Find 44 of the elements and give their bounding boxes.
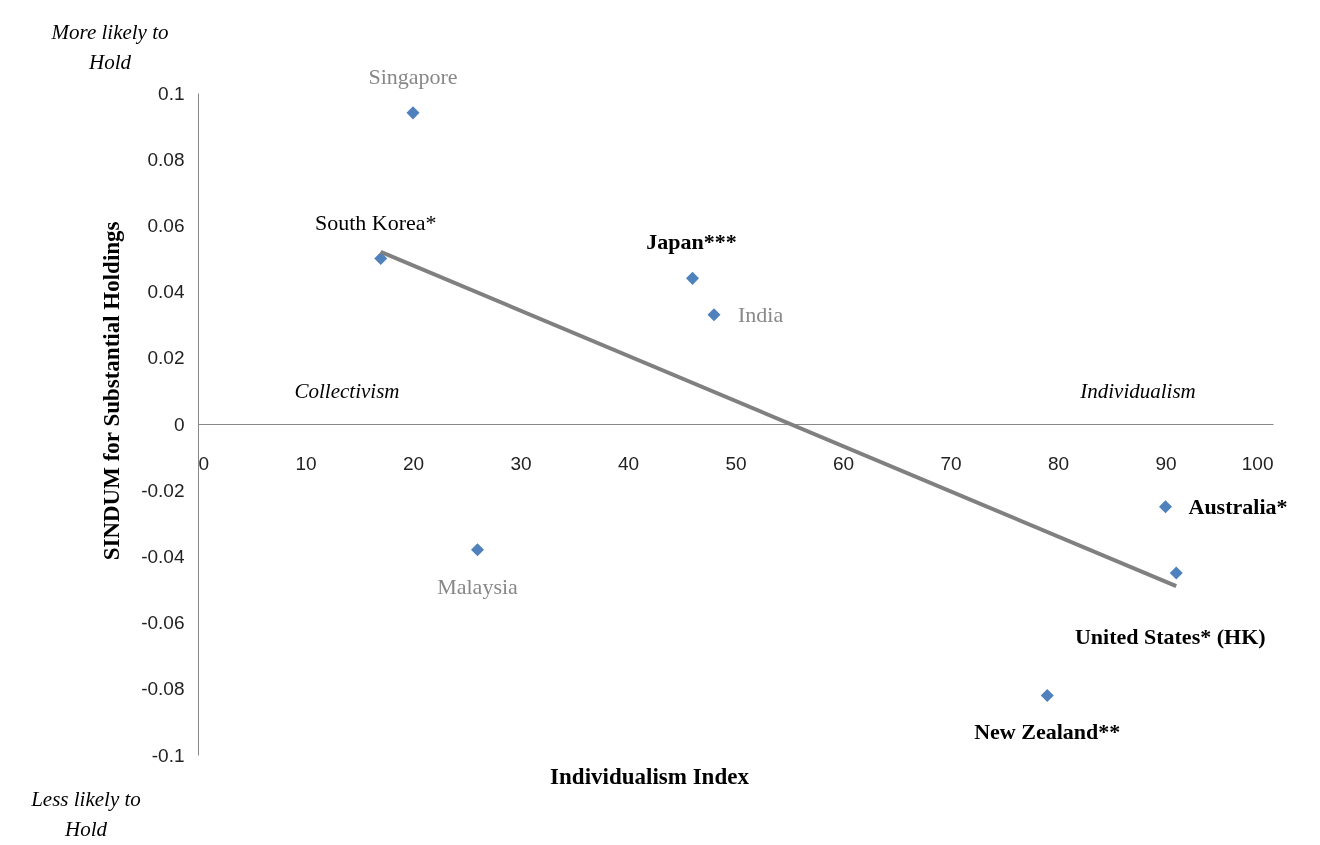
annotation: United States* (HK) [1074, 623, 1266, 649]
y-tick-label: 0.06 [147, 214, 185, 236]
y-axis-title: SINDUM for Substantial Holdings [99, 221, 124, 561]
x-tick-label: 60 [832, 452, 855, 474]
y-tick-label: 0.08 [147, 148, 185, 170]
y-tick-label: -0.1 [151, 744, 185, 766]
x-tick-label: 100 [1241, 452, 1274, 474]
annotation: Individualism [1079, 379, 1196, 403]
y-tick-label: 0 [173, 413, 185, 435]
y-tick-label: -0.08 [141, 678, 185, 700]
x-tick-label: 90 [1155, 452, 1177, 474]
text: Less likely to Hold [30, 787, 141, 841]
x-tick-label: 0 [198, 452, 210, 474]
x-axis-title: Individualism Index [550, 764, 750, 789]
y-tick-label: 0.04 [147, 281, 185, 303]
annotation: Collectivism [294, 379, 400, 403]
x-tick-label: 30 [510, 452, 532, 474]
x-tick-label: 50 [725, 452, 747, 474]
annotation: Japan*** [646, 229, 737, 255]
y-tick-label: 0.02 [147, 347, 185, 369]
annotation: South Korea* [314, 209, 437, 235]
annotation: Malaysia [437, 573, 519, 599]
x-tick-label: 20 [402, 452, 425, 474]
x-tick-label: 40 [617, 452, 640, 474]
x-tick-label: 10 [295, 452, 317, 474]
annotation: India [738, 301, 784, 327]
point [406, 106, 420, 120]
point [1040, 688, 1054, 702]
text: More likely to Hold [50, 20, 169, 74]
y-tick-label: -0.06 [141, 612, 185, 634]
point [470, 543, 485, 557]
x-tick-label: 80 [1047, 452, 1070, 474]
x-tick-label: 70 [940, 452, 962, 474]
annotation: Singapore [368, 63, 458, 89]
y-tick-label: 0.1 [158, 82, 185, 104]
point [1169, 566, 1183, 580]
point [707, 308, 721, 322]
annotation: New Zealand** [974, 719, 1121, 745]
point [374, 251, 388, 266]
y-tick-label: -0.04 [141, 545, 185, 567]
point [685, 271, 700, 285]
y-tick-label: -0.02 [141, 479, 185, 501]
annotation: Australia* [1188, 493, 1288, 519]
point [1158, 500, 1173, 514]
